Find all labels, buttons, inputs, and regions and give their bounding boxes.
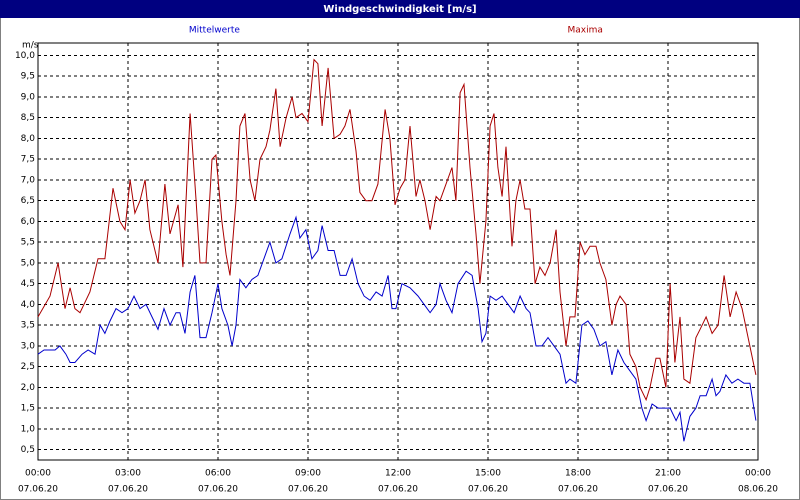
x-tick-date: 07.06.20 bbox=[18, 485, 58, 495]
x-tick-label: 18:00 bbox=[565, 469, 591, 479]
y-tick-label: 6,5 bbox=[21, 196, 35, 206]
y-tick-label: 2,5 bbox=[21, 362, 35, 372]
x-tick-label: 15:00 bbox=[475, 469, 501, 479]
y-tick-label: 8,5 bbox=[21, 113, 35, 123]
x-tick-label: 06:00 bbox=[205, 469, 231, 479]
x-tick-date: 07.06.20 bbox=[288, 485, 328, 495]
x-tick-label: 09:00 bbox=[295, 469, 321, 479]
x-tick-date: 07.06.20 bbox=[468, 485, 508, 495]
y-tick-label: 10,0 bbox=[15, 51, 35, 61]
x-tick-date: 08.06.20 bbox=[738, 485, 778, 495]
x-tick-label: 00:00 bbox=[25, 469, 51, 479]
y-tick-label: 3,5 bbox=[21, 321, 35, 331]
y-tick-label: 2,0 bbox=[21, 383, 36, 393]
chart-title: Windgeschwindigkeit [m/s] bbox=[323, 4, 476, 15]
y-tick-label: 8,0 bbox=[21, 134, 36, 144]
x-tick-date: 07.06.20 bbox=[108, 485, 148, 495]
legend-label: Mittelwerte bbox=[189, 26, 240, 36]
y-tick-label: 4,0 bbox=[21, 300, 36, 310]
plot-frame bbox=[37, 42, 759, 461]
y-axis-unit: m/s bbox=[22, 41, 39, 51]
series-line bbox=[37, 215, 757, 442]
y-tick-label: 0,5 bbox=[21, 445, 35, 455]
x-tick-date: 07.06.20 bbox=[378, 485, 418, 495]
y-tick-label: 1,0 bbox=[21, 424, 36, 434]
x-tick-date: 07.06.20 bbox=[198, 485, 238, 495]
y-tick-label: 7,0 bbox=[21, 175, 36, 185]
legend-label: Maxima bbox=[568, 26, 603, 36]
x-tick-label: 00:00 bbox=[745, 469, 771, 479]
x-tick-label: 12:00 bbox=[385, 469, 411, 479]
title-bar bbox=[0, 0, 800, 18]
x-tick-date: 07.06.20 bbox=[648, 485, 688, 495]
y-tick-label: 7,5 bbox=[21, 155, 35, 165]
x-tick-label: 21:00 bbox=[655, 469, 681, 479]
y-tick-label: 1,5 bbox=[21, 404, 35, 414]
y-tick-label: 3,0 bbox=[21, 341, 36, 351]
y-tick-label: 5,5 bbox=[21, 238, 35, 248]
x-tick-label: 03:00 bbox=[115, 469, 141, 479]
y-tick-label: 4,5 bbox=[21, 279, 35, 289]
y-tick-label: 9,5 bbox=[21, 72, 35, 82]
x-tick-date: 07.06.20 bbox=[558, 485, 598, 495]
y-tick-label: 9,0 bbox=[21, 92, 36, 102]
series-line bbox=[37, 58, 757, 402]
y-tick-label: 5,0 bbox=[21, 258, 36, 268]
y-tick-label: 6,0 bbox=[21, 217, 36, 227]
